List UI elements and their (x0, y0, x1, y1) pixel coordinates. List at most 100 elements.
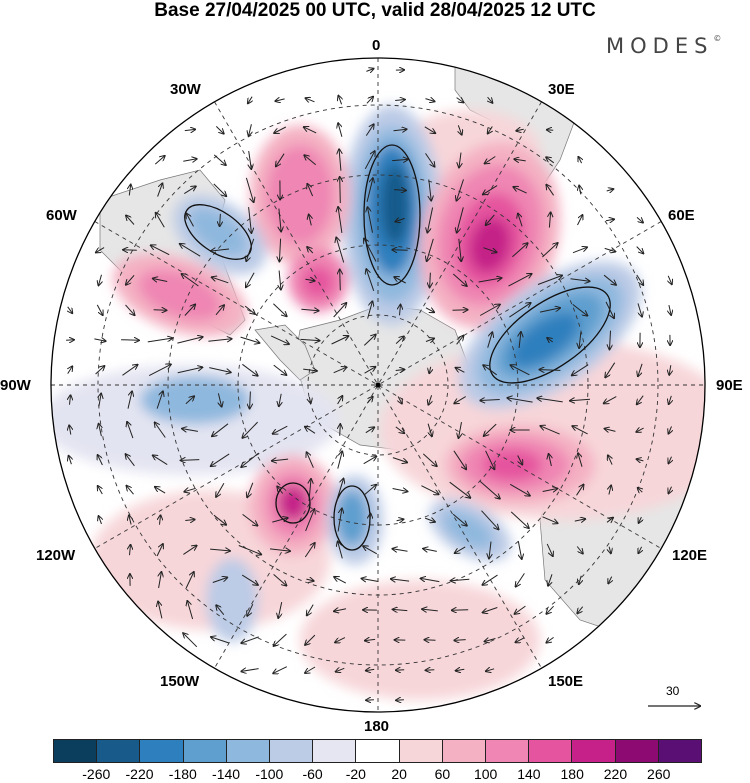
wind-vector (220, 213, 221, 226)
wind-vector (542, 489, 558, 492)
graticule (51, 58, 705, 712)
wind-vector (334, 577, 347, 584)
wind-vector (393, 549, 408, 551)
wind-vector (130, 545, 131, 556)
wind-vector (218, 393, 221, 406)
wind-vector (425, 339, 434, 342)
wind-vector (155, 423, 166, 438)
wind-vector (364, 367, 376, 374)
wind-vector (96, 304, 102, 315)
wind-vector (304, 155, 317, 166)
wind-vector (126, 454, 135, 467)
wind-vector (485, 156, 496, 164)
wind-vector (574, 519, 585, 521)
wind-vector (340, 270, 341, 291)
wind-vector (94, 339, 105, 341)
wind-vector (185, 572, 194, 589)
wind-vector (126, 216, 135, 225)
wind-vector (485, 450, 495, 469)
wind-vector (509, 303, 530, 318)
wind-vector (338, 123, 343, 137)
wind-vector (427, 238, 434, 261)
wind-vector (331, 336, 349, 345)
wind-vector (508, 274, 532, 287)
wind-vector (249, 150, 252, 169)
wind-vector (426, 670, 435, 671)
wind-vector (547, 130, 554, 131)
wind-vector (478, 278, 502, 283)
wind-vector (183, 546, 196, 555)
wind-vector (395, 370, 405, 371)
wind-vector (540, 426, 560, 435)
wind-vector (577, 606, 584, 614)
wind-vector (307, 184, 314, 197)
wind-vector (570, 279, 590, 282)
wind-vector (430, 272, 431, 288)
wind-vector (184, 305, 195, 316)
wind-vector (424, 518, 435, 522)
wind-vector (364, 239, 377, 262)
wind-vector (483, 247, 497, 253)
wind-vector (546, 185, 555, 196)
colorbar-swatch (356, 740, 400, 762)
wind-vector (428, 423, 432, 437)
colorbar-swatch (226, 740, 271, 762)
wind-vector (549, 454, 552, 467)
wind-vector (451, 579, 470, 580)
wind-vector (511, 365, 530, 376)
wind-vector (211, 453, 230, 466)
wind-vector (398, 396, 402, 404)
wind-vector (336, 479, 344, 502)
wind-vector (216, 482, 225, 497)
wind-vector (636, 428, 644, 432)
wind-vector (249, 207, 252, 233)
wind-vector (270, 335, 289, 344)
wind-vector (147, 338, 172, 343)
wind-vector (279, 208, 281, 232)
wind-vector (366, 397, 372, 404)
wind-vector (159, 572, 162, 589)
lon-label-30e: 30E (548, 81, 575, 98)
wind-vector (241, 636, 259, 643)
colorbar-swatch (313, 740, 357, 762)
wind-vector (546, 543, 553, 556)
wind-vector (366, 178, 373, 202)
wind-vector (425, 99, 435, 102)
wind-vector (151, 245, 170, 256)
wind-vector (69, 425, 71, 435)
wind-vector (395, 336, 404, 344)
wind-vector (428, 395, 431, 404)
wind-vector (452, 513, 467, 525)
wind-vector (154, 156, 164, 165)
lon-label-0: 0 (372, 37, 381, 54)
wind-vector (485, 639, 496, 642)
wind-vector (306, 579, 313, 581)
wind-vector (394, 277, 406, 284)
wind-vector (400, 305, 401, 316)
wind-vector (122, 365, 138, 376)
wind-vector (366, 97, 373, 104)
colorbar-swatch (140, 740, 184, 762)
wind-vector (370, 514, 371, 527)
wind-vector (456, 368, 465, 373)
wind-vector (274, 633, 287, 646)
brand-mark: © (713, 34, 722, 43)
wind-vector (309, 479, 311, 502)
colorbar-swatch (529, 740, 573, 762)
wind-vector (609, 546, 611, 554)
wind-vector (158, 602, 163, 619)
wind-vector (576, 485, 584, 496)
wind-vector (211, 637, 230, 644)
wind-vector (489, 541, 491, 559)
wind-vector (300, 339, 320, 340)
wind-vector (248, 96, 252, 104)
wind-vector (250, 391, 251, 409)
wind-vector (96, 247, 105, 253)
lon-label-90w: 90W (0, 377, 31, 394)
wind-vector (125, 304, 135, 315)
wind-vector (570, 399, 591, 401)
wind-vector (307, 247, 314, 254)
wind-vector (334, 609, 347, 612)
wind-vector (517, 455, 523, 465)
